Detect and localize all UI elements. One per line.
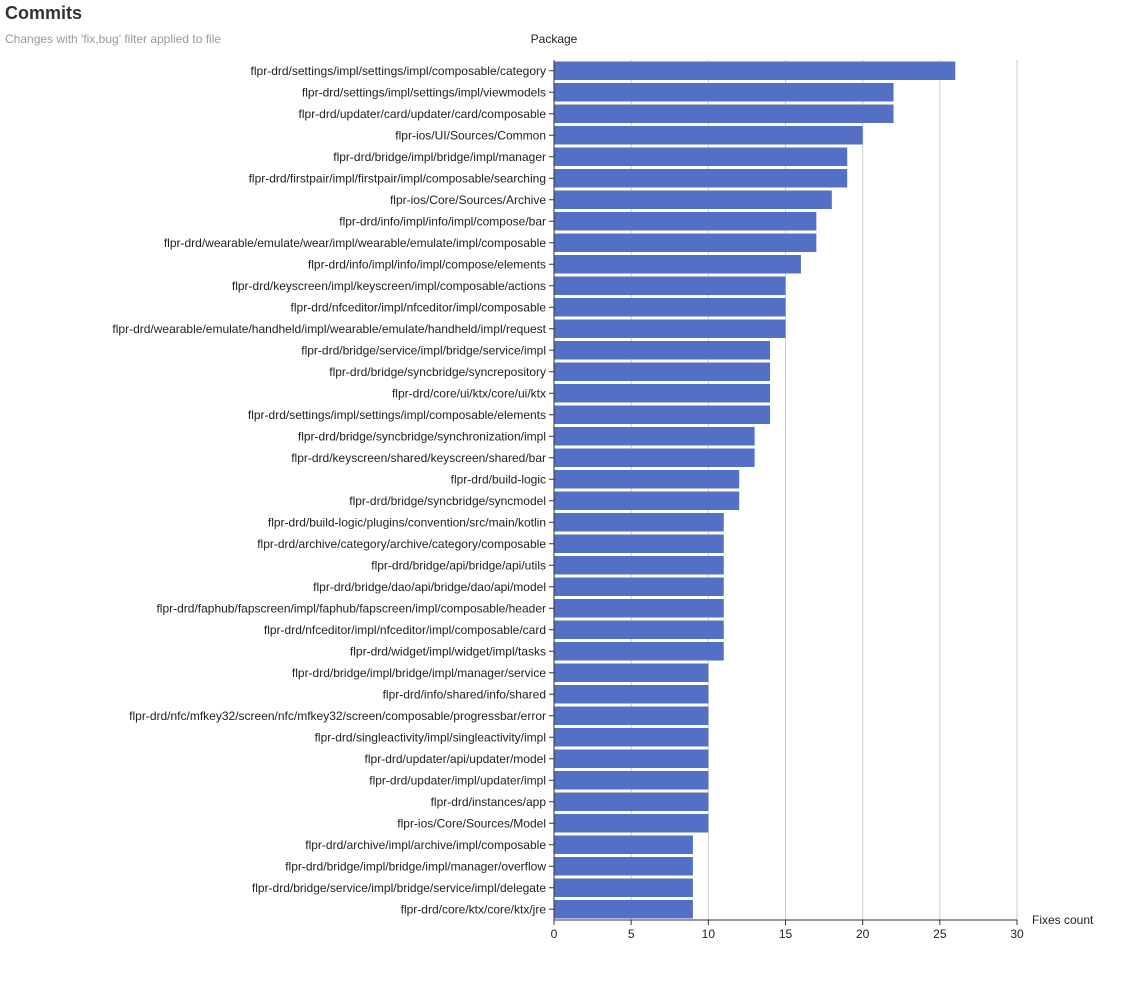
category-label: flpr-drd/updater/impl/updater/impl <box>369 773 546 787</box>
category-label: flpr-drd/bridge/dao/api/bridge/dao/api/m… <box>313 580 546 594</box>
bar <box>554 448 755 467</box>
category-label: flpr-drd/build-logic/plugins/convention/… <box>268 515 546 529</box>
bar <box>554 405 771 424</box>
category-label: flpr-drd/settings/impl/settings/impl/com… <box>251 64 546 78</box>
bar <box>554 470 740 489</box>
category-label: flpr-drd/bridge/service/impl/bridge/serv… <box>252 881 546 895</box>
x-tick-label: 5 <box>628 927 635 941</box>
category-label: flpr-ios/Core/Sources/Archive <box>390 193 546 207</box>
category-label: flpr-drd/settings/impl/settings/impl/vie… <box>302 85 546 99</box>
category-label: flpr-drd/core/ui/ktx/core/ui/ktx <box>392 386 546 400</box>
page-title: Commits <box>5 3 83 23</box>
x-tick-label: 25 <box>933 927 947 941</box>
category-label: flpr-drd/nfceditor/impl/nfceditor/impl/c… <box>264 623 546 637</box>
bar <box>554 663 709 682</box>
category-label: flpr-drd/wearable/emulate/wear/impl/wear… <box>164 236 547 250</box>
category-label: flpr-drd/info/shared/info/shared <box>383 687 546 701</box>
bar <box>554 749 709 768</box>
category-label: flpr-drd/bridge/syncbridge/syncmodel <box>349 494 546 508</box>
category-label: flpr-drd/bridge/syncbridge/syncrepositor… <box>329 365 546 379</box>
bar <box>554 298 786 317</box>
x-tick-label: 20 <box>856 927 870 941</box>
bar <box>554 61 956 80</box>
bar <box>554 83 894 102</box>
category-label: flpr-drd/archive/category/archive/catego… <box>257 537 546 551</box>
x-tick-label: 10 <box>702 927 716 941</box>
x-axis-title: Fixes count <box>1032 913 1094 927</box>
category-label: flpr-drd/bridge/api/bridge/api/utils <box>371 558 546 572</box>
bar <box>554 620 724 639</box>
x-tick-label: 0 <box>551 927 558 941</box>
bar <box>554 556 724 575</box>
bar <box>554 190 832 209</box>
bar <box>554 814 709 833</box>
category-label: flpr-drd/keyscreen/shared/keyscreen/shar… <box>291 451 546 465</box>
bar <box>554 341 771 360</box>
x-tick-label: 15 <box>779 927 793 941</box>
bar <box>554 900 693 919</box>
category-label: flpr-drd/archive/impl/archive/impl/compo… <box>305 838 546 852</box>
axes: 0 5 10 15 20 25 30 flpr-drd/settings/impl/setti… <box>112 60 1024 941</box>
bar <box>554 857 693 876</box>
bar <box>554 491 740 510</box>
category-label: flpr-drd/singleactivity/impl/singleactiv… <box>315 730 546 744</box>
bar <box>554 319 786 338</box>
category-label: flpr-drd/build-logic <box>451 472 546 486</box>
page-subtitle: Changes with 'fix,bug' filter applied to… <box>5 32 222 46</box>
category-label: flpr-ios/Core/Sources/Model <box>397 816 546 830</box>
category-label: flpr-drd/keyscreen/impl/keyscreen/impl/c… <box>232 279 546 293</box>
bar <box>554 792 709 811</box>
gridlines <box>630 60 1018 920</box>
y-axis-title: Package <box>531 32 578 46</box>
bar <box>554 599 724 618</box>
bar <box>554 276 786 295</box>
bar <box>554 534 724 553</box>
category-label: flpr-ios/UI/Sources/Common <box>395 128 546 142</box>
category-label: flpr-drd/widget/impl/widget/impl/tasks <box>350 644 546 658</box>
category-label: flpr-drd/bridge/impl/bridge/impl/manager <box>333 150 546 164</box>
bar <box>554 728 709 747</box>
bar <box>554 685 709 704</box>
bar <box>554 104 894 123</box>
bar <box>554 233 817 252</box>
category-label: flpr-drd/updater/api/updater/model <box>365 752 546 766</box>
category-label: flpr-drd/settings/impl/settings/impl/com… <box>248 408 546 422</box>
bar <box>554 126 863 145</box>
bars <box>554 61 956 919</box>
category-label: flpr-drd/instances/app <box>431 795 547 809</box>
category-label: flpr-drd/wearable/emulate/handheld/impl/… <box>112 322 546 336</box>
bar <box>554 706 709 725</box>
bar <box>554 147 848 166</box>
category-label: flpr-drd/core/ktx/core/ktx/jre <box>401 902 547 916</box>
category-label: flpr-drd/faphub/fapscreen/impl/faphub/fa… <box>156 601 546 615</box>
bar <box>554 771 709 790</box>
x-tick-label: 30 <box>1010 927 1024 941</box>
bar <box>554 427 755 446</box>
category-label: flpr-drd/nfc/mfkey32/screen/nfc/mfkey32/… <box>129 709 546 723</box>
category-label: flpr-drd/bridge/service/impl/bridge/serv… <box>301 343 546 357</box>
category-label: flpr-drd/bridge/impl/bridge/impl/manager… <box>292 666 546 680</box>
bar <box>554 384 771 403</box>
bar <box>554 362 771 381</box>
bar <box>554 169 848 188</box>
bar <box>554 835 693 854</box>
bar <box>554 255 801 274</box>
bar <box>554 878 693 897</box>
category-label: flpr-drd/info/impl/info/impl/compose/bar <box>339 214 546 228</box>
bar <box>554 642 724 661</box>
category-label: flpr-drd/nfceditor/impl/nfceditor/impl/c… <box>291 300 547 314</box>
bar <box>554 577 724 596</box>
category-label: flpr-drd/bridge/syncbridge/synchronizati… <box>298 429 546 443</box>
category-label: flpr-drd/updater/card/updater/card/compo… <box>299 107 547 121</box>
bar <box>554 212 817 231</box>
category-label: flpr-drd/firstpair/impl/firstpair/impl/c… <box>249 171 546 185</box>
category-label: flpr-drd/info/impl/info/impl/compose/ele… <box>308 257 546 271</box>
category-label: flpr-drd/bridge/impl/bridge/impl/manager… <box>285 859 546 873</box>
bar <box>554 513 724 532</box>
